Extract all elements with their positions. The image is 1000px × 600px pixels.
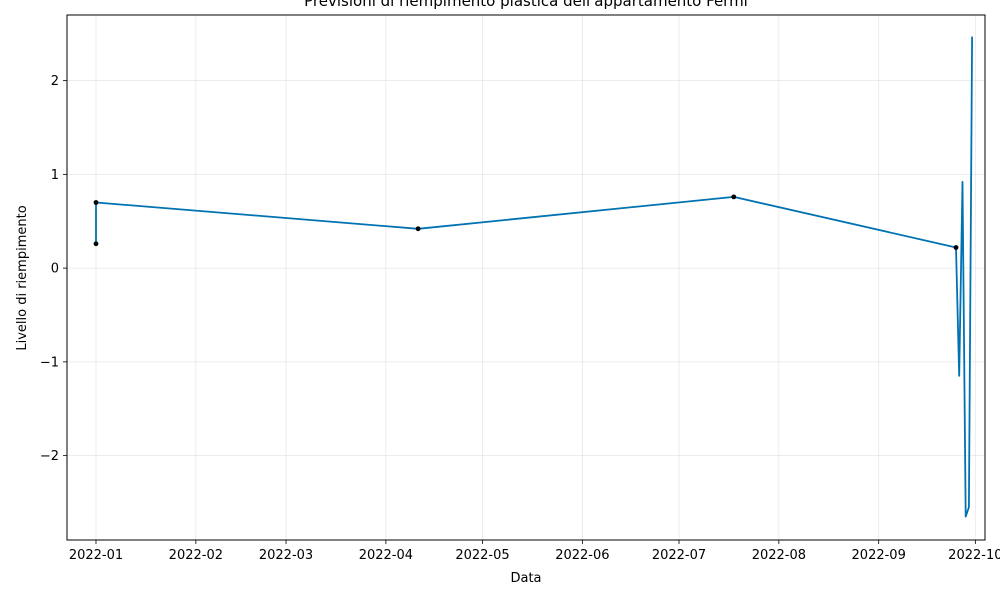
series-group	[95, 36, 973, 518]
x-tick-label: 2022-08	[752, 548, 806, 563]
y-tick-label: 1	[51, 168, 59, 183]
points-group	[93, 194, 959, 250]
data-point	[415, 226, 421, 232]
plot-frame	[66, 14, 986, 541]
chart-title: Previsioni di riempimento plastica dell'…	[304, 0, 748, 10]
x-tick-label: 2022-01	[69, 548, 123, 563]
x-tick-label: 2022-03	[259, 548, 313, 563]
x-tick-label: 2022-07	[652, 548, 706, 563]
x-tick-label: 2022-09	[852, 548, 906, 563]
axis-ticks: 2022-01 2022-02 2022-03 2022-04 2022-05 2022-…	[40, 74, 1000, 563]
y-tick-label: 0	[51, 262, 59, 277]
data-point	[93, 241, 99, 247]
x-tick-label: 2022-05	[455, 548, 509, 563]
y-tick-label: −2	[40, 449, 59, 464]
y-axis-label: Livello di riempimento	[15, 205, 30, 350]
grid-lines	[67, 15, 985, 540]
x-tick-label: 2022-06	[555, 548, 609, 563]
data-point	[953, 245, 959, 250]
y-tick-label: 2	[51, 74, 59, 89]
x-axis-label: Data	[510, 571, 541, 586]
data-point	[93, 200, 99, 205]
series-line	[95, 36, 973, 518]
x-tick-label: 2022-10	[948, 548, 1000, 563]
y-tick-label: −1	[40, 355, 59, 370]
data-point	[731, 194, 737, 200]
x-tick-label: 2022-04	[359, 548, 413, 563]
x-tick-label: 2022-02	[169, 548, 223, 563]
